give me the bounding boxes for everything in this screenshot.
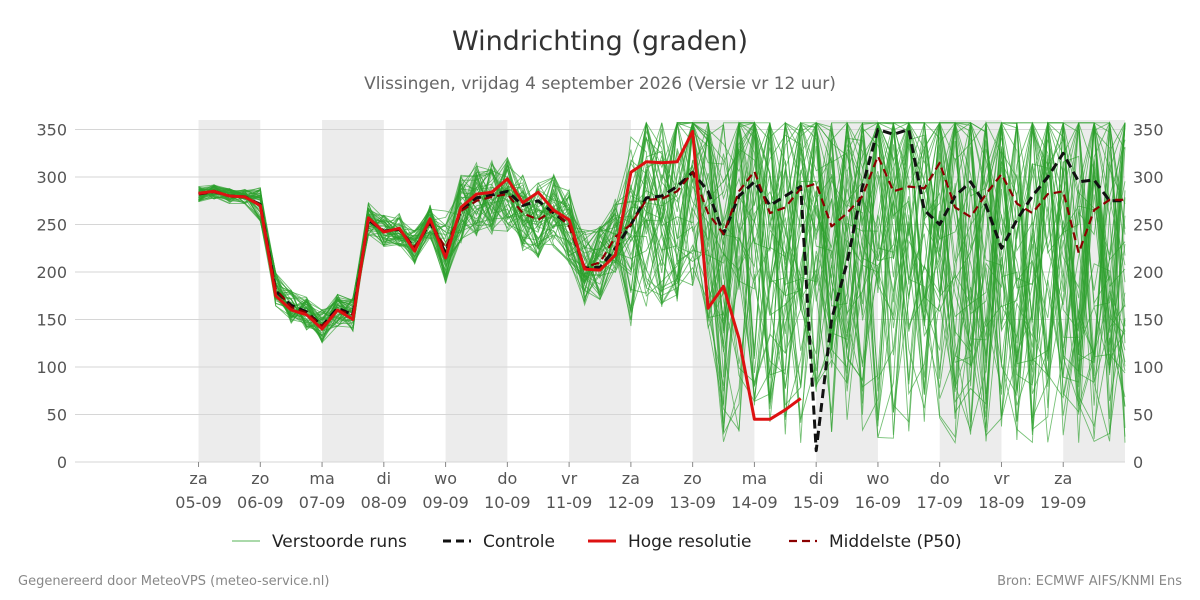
- y-tick-label-left: 300: [36, 168, 67, 187]
- x-tick-date: 11-09: [546, 493, 593, 512]
- x-tick-day: do: [930, 469, 950, 488]
- ensemble-member-47: [198, 122, 1126, 437]
- shaded-day-07-09: [322, 120, 384, 462]
- y-tick-label-right: 100: [1133, 358, 1164, 377]
- x-tick-day: wo: [434, 469, 457, 488]
- legend-label-2: Controle: [483, 532, 555, 552]
- x-tick-date: 13-09: [669, 493, 716, 512]
- x-tick-date: 15-09: [793, 493, 840, 512]
- x-tick-date: 18-09: [978, 493, 1025, 512]
- y-axis-right: 0 50 100 150 200 250 300 350: [1133, 121, 1164, 473]
- y-tick-label-right: 250: [1133, 216, 1164, 235]
- y-tick-label-right: 350: [1133, 121, 1164, 140]
- ensemble-member-49: [198, 121, 1126, 432]
- legend-label-4: Middelste (P50): [829, 532, 962, 552]
- x-tick-date: 17-09: [916, 493, 963, 512]
- ensemble-member-27: [198, 121, 1126, 435]
- x-tick-day: vr: [561, 469, 577, 488]
- x-tick-day: wo: [867, 469, 890, 488]
- x-tick-date: 09-09: [422, 493, 469, 512]
- x-tick-day: di: [377, 469, 392, 488]
- x-axis: za 05-09 zo 06-09 ma 07-09 di 08-09 wo 09-09 do 10-…: [175, 462, 1086, 512]
- x-tick-date: 19-09: [1040, 493, 1087, 512]
- y-tick-label-right: 200: [1133, 263, 1164, 282]
- x-tick-day: za: [189, 469, 207, 488]
- x-tick-date: 10-09: [484, 493, 531, 512]
- footer-source: Bron: ECMWF AIFS/KNMI Ens: [997, 574, 1182, 589]
- x-tick-day: zo: [684, 469, 702, 488]
- y-tick-label-right: 0: [1133, 453, 1143, 472]
- legend: Verstoorde runs Controle Hoge resolutie Mid…: [232, 532, 962, 552]
- y-axis-left: 0 50 100 150 200 250 300 350: [36, 121, 67, 473]
- y-tick-label-right: 150: [1133, 311, 1164, 330]
- y-tick-label-right: 300: [1133, 168, 1164, 187]
- x-tick-date: 07-09: [299, 493, 346, 512]
- ensemble-member-48: [198, 122, 1126, 435]
- series-controle: [198, 128, 1125, 453]
- legend-label-3: Hoge resolutie: [628, 532, 752, 552]
- x-tick-day: di: [809, 469, 824, 488]
- shaded-day-05-09: [198, 120, 261, 462]
- x-tick-date: 05-09: [175, 493, 222, 512]
- x-tick-day: ma: [742, 469, 767, 488]
- y-tick-label-left: 50: [47, 406, 67, 425]
- y-tick-label-left: 200: [36, 263, 67, 282]
- x-tick-date: 14-09: [731, 493, 778, 512]
- y-tick-label-left: 150: [36, 311, 67, 330]
- y-tick-label-left: 100: [36, 358, 67, 377]
- chart-title: Windrichting (graden): [452, 26, 748, 57]
- x-tick-day: za: [622, 469, 640, 488]
- y-tick-label-left: 350: [36, 121, 67, 140]
- y-tick-label-left: 0: [57, 453, 67, 472]
- x-tick-day: ma: [309, 469, 334, 488]
- x-tick-day: vr: [993, 469, 1009, 488]
- x-tick-day: do: [497, 469, 517, 488]
- x-tick-date: 08-09: [361, 493, 408, 512]
- legend-label-1: Verstoorde runs: [272, 532, 407, 552]
- x-tick-date: 12-09: [608, 493, 655, 512]
- y-tick-label-right: 50: [1133, 406, 1153, 425]
- footer-credit: Gegenereerd door MeteoVPS (meteo-service…: [18, 574, 329, 589]
- y-tick-label-left: 250: [36, 216, 67, 235]
- chart-subtitle: Vlissingen, vrijdag 4 september 2026 (Ve…: [364, 74, 836, 94]
- series-hoge-resolutie: [198, 129, 802, 421]
- x-tick-day: zo: [251, 469, 269, 488]
- x-tick-day: za: [1054, 469, 1072, 488]
- x-tick-date: 06-09: [237, 493, 284, 512]
- main-series: [198, 128, 1125, 453]
- x-tick-date: 16-09: [855, 493, 902, 512]
